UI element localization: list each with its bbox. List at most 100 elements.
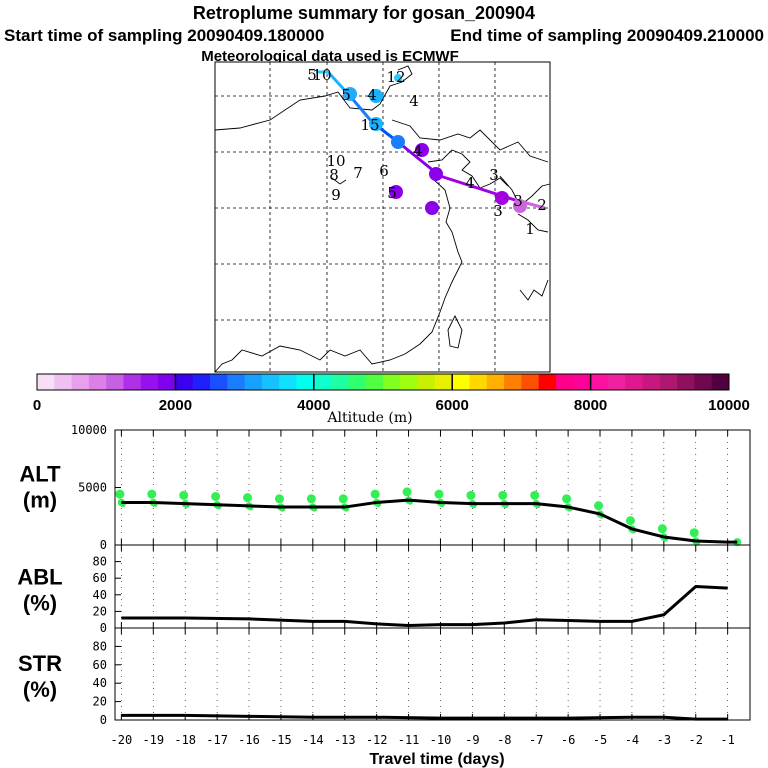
track-point [391, 135, 405, 149]
altitude-dot [498, 490, 508, 500]
track-point [415, 143, 429, 157]
y-tick-label: 60 [93, 571, 107, 585]
colorbar-swatch [417, 374, 436, 390]
track-day-label: 5 [341, 86, 351, 104]
colorbar-swatch [261, 374, 280, 390]
track-point [343, 87, 357, 101]
track-day-label: 15 [360, 116, 379, 134]
colorbar-swatch [331, 374, 349, 390]
colorbar-tick-label: 2000 [159, 397, 192, 414]
colorbar-swatch [123, 374, 142, 390]
track-day-label: 4 [465, 174, 475, 192]
colorbar-swatch [504, 374, 522, 390]
track-day-label: 3 [493, 202, 503, 220]
met-data-label: Meteorological data used is ECMWF [201, 48, 459, 65]
altitude-dot [689, 528, 699, 538]
x-tick-label: -12 [366, 733, 388, 747]
altitude-dot [434, 489, 444, 499]
colorbar-swatch [296, 374, 315, 390]
track-day-label: 3 [513, 192, 523, 210]
track-day-label: 4 [413, 142, 423, 160]
end-time-label: End time of sampling 20090409.210000 [450, 26, 764, 45]
track-point [389, 185, 403, 199]
series-line [121, 498, 738, 544]
colorbar-swatch [88, 374, 107, 390]
y-tick-label: 60 [93, 658, 107, 672]
x-tick-label: -17 [206, 733, 228, 747]
colorbar-tick-label: 0 [33, 397, 41, 414]
x-tick-label: -11 [398, 733, 420, 747]
series-line [121, 585, 728, 628]
track-day-label: 9 [331, 186, 341, 204]
track-day-label: 5 [387, 184, 397, 202]
colorbar-swatch [210, 374, 228, 390]
track-point [425, 201, 439, 215]
panel-ylabel: ABL [17, 565, 62, 590]
colorbar-swatch [452, 374, 470, 390]
x-tick-label: -9 [465, 733, 479, 747]
colorbar-swatch [106, 374, 124, 390]
x-tick-label: -6 [561, 733, 575, 747]
track-point [369, 89, 383, 103]
y-tick-label: 80 [93, 555, 107, 569]
colorbar-swatch [400, 374, 419, 390]
colorbar-swatch [279, 374, 297, 390]
x-tick-label: -18 [174, 733, 196, 747]
colorbar-swatch [659, 374, 678, 390]
panel-frame [114, 429, 751, 546]
altitude-dot [179, 490, 189, 500]
altitude-dot [115, 489, 125, 499]
abl-panel: 0 20 40 60 80 ABL(%) [17, 544, 751, 635]
time-series-panels: 0500010000ALT(m)020406080ABL(%)020406080… [17, 423, 751, 768]
x-tick-label: -1 [720, 733, 734, 747]
altitude-dot [625, 516, 635, 526]
panel-ylabel: STR [18, 651, 62, 676]
x-tick-label: -10 [430, 733, 452, 747]
colorbar-swatch [556, 374, 574, 390]
y-tick-label: 40 [93, 588, 107, 602]
panel-ylabel-units: (%) [23, 677, 57, 702]
start-time-label: Start time of sampling 20090409.180000 [4, 26, 324, 45]
colorbar-swatch [313, 374, 332, 390]
track-day-label: 4 [409, 92, 419, 110]
series-line [121, 713, 728, 721]
track-day-label: 4 [367, 86, 377, 104]
x-axis-title: Travel time (days) [369, 751, 504, 768]
altitude-dot [530, 490, 540, 500]
y-tick-label: 0 [100, 621, 107, 635]
colorbar-swatch [573, 374, 592, 390]
y-tick-label: 80 [93, 639, 107, 653]
x-tick-label: -5 [593, 733, 607, 747]
track-day-label: 6 [379, 162, 389, 180]
plot-title: Retroplume summary for gosan_200904 [193, 3, 535, 23]
track-segment [348, 95, 374, 123]
colorbar-swatch [175, 374, 194, 390]
y-tick-label: 5000 [78, 481, 107, 495]
colorbar-swatch [54, 374, 73, 390]
x-tick-label: -2 [689, 733, 703, 747]
str-panel: 0 20 40 60 80 STR(%) [18, 627, 751, 727]
track-point [513, 199, 527, 213]
x-tick-label: -20 [111, 733, 133, 747]
colorbar-swatch [469, 374, 488, 390]
x-tick-label: -3 [657, 733, 671, 747]
colorbar-swatch [521, 374, 540, 390]
colorbar-tick-label: 8000 [574, 397, 607, 414]
track-day-label: 12 [386, 68, 405, 86]
track-day-label: 1 [525, 220, 535, 238]
altitude-dot [466, 490, 476, 500]
track-day-label: 5 [307, 66, 317, 84]
x-tick-label: -13 [334, 733, 356, 747]
altitude-panel: 0 5000 10000 ALT(m) [19, 423, 751, 552]
colorbar-swatch [348, 374, 367, 390]
altitude-dot [370, 489, 380, 499]
colorbar-frame [36, 373, 730, 391]
colorbar-swatch [538, 374, 557, 390]
colorbar-swatch [677, 374, 695, 390]
colorbar-swatch [590, 374, 609, 390]
altitude-dot [657, 524, 667, 534]
colorbar-swatch [625, 374, 643, 390]
colorbar-swatch [227, 374, 246, 390]
altitude-dot [338, 494, 348, 504]
